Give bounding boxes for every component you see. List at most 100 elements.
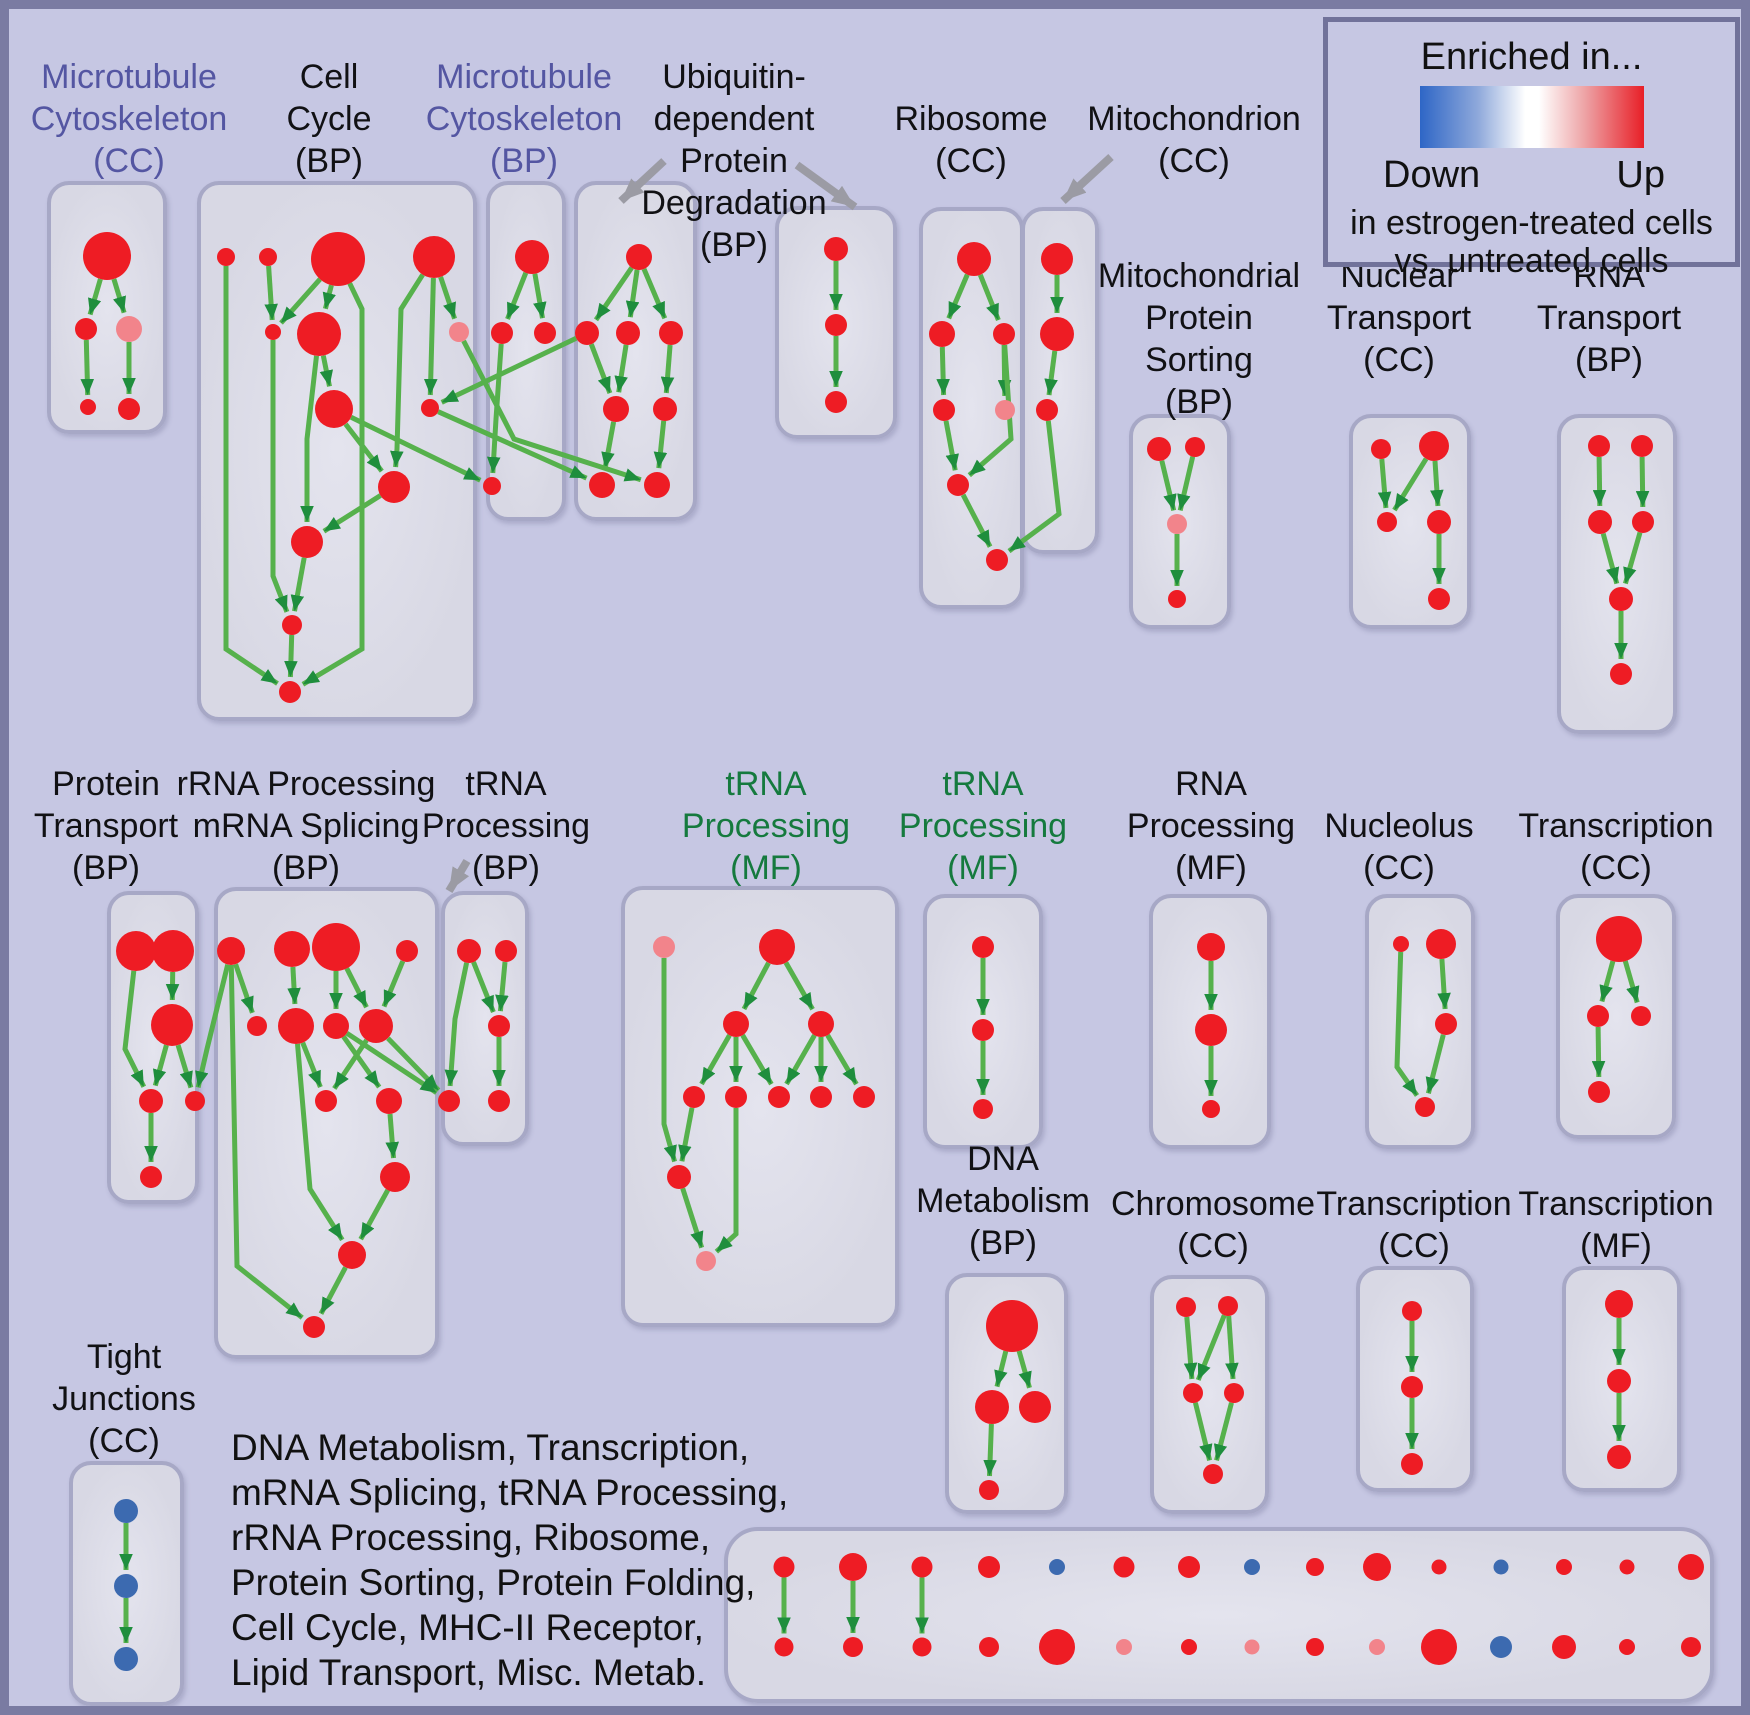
summary-node [1039, 1629, 1075, 1665]
edge-arrow [741, 961, 771, 1011]
group-box-misc-summary [724, 1527, 1714, 1703]
edge-arrow [680, 1187, 705, 1249]
edge-arrow [437, 409, 588, 481]
edge-arrow [593, 266, 634, 322]
go-term-node [616, 321, 640, 345]
group-label-cc: (BP) [295, 142, 363, 180]
edge-arrow [641, 268, 668, 320]
summary-node [1244, 1639, 1260, 1655]
group-label-tb: (BP) [472, 849, 540, 887]
go-term-node [1371, 439, 1391, 459]
group-label-mps: (BP) [1165, 383, 1233, 421]
group-label-tj: Tight [86, 1338, 162, 1376]
go-term-node [1168, 590, 1186, 608]
go-term-node [1167, 514, 1187, 534]
go-term-node [151, 1004, 193, 1046]
edge-arrow [532, 273, 547, 319]
group-label-rnat: Transport [1536, 299, 1682, 337]
go-term-node [488, 1090, 510, 1112]
go-term-node [217, 248, 235, 266]
go-term-node [259, 248, 277, 266]
group-label-chrom: (CC) [1177, 1227, 1249, 1265]
edge-arrow [358, 1188, 390, 1241]
summary-node [1421, 1629, 1457, 1665]
go-term-node [626, 244, 652, 270]
go-term-node [140, 1166, 162, 1188]
go-term-node [1419, 431, 1449, 461]
go-term-node [725, 1086, 747, 1108]
go-term-node [1631, 435, 1653, 457]
edge-arrow [223, 266, 279, 686]
edge-arrow [350, 415, 482, 483]
edge-arrow [660, 344, 675, 394]
edge-arrow [300, 1041, 323, 1089]
edge-arrow [678, 1107, 695, 1162]
edge-arrow [322, 284, 336, 310]
footnote-line: mRNA Splicing, tRNA Processing, [231, 1472, 789, 1513]
go-term-node [1377, 512, 1397, 532]
edge-arrow [444, 962, 470, 1087]
group-label-pt: Protein [52, 765, 160, 803]
group-label-tc1: (CC) [1580, 849, 1652, 887]
edge-arrow [653, 420, 668, 469]
group-label-mc_cc: (CC) [93, 142, 165, 180]
edge-arrow [322, 493, 382, 534]
summary-node [1556, 1559, 1572, 1575]
group-label-rrna: (BP) [272, 849, 340, 887]
group-label-nucl: Nucleolus [1324, 807, 1474, 845]
go-term-node [975, 1390, 1009, 1424]
edge-arrow [983, 1423, 997, 1477]
go-term-node [291, 526, 323, 558]
go-term-node [1426, 929, 1456, 959]
summary-node [839, 1553, 867, 1581]
summary-node [1369, 1639, 1385, 1655]
go-term-node [1631, 1006, 1651, 1026]
go-term-node [139, 1089, 163, 1113]
go-term-node [247, 1016, 267, 1036]
group-label-rnap: Processing [1126, 807, 1296, 845]
legend-title: Enriched in... [1420, 36, 1643, 78]
go-term-node [396, 940, 418, 962]
summary-node [1244, 1559, 1260, 1575]
label-pointer-arrow-icon [445, 858, 471, 894]
edge-arrow [87, 278, 103, 316]
group-label-nucl: (CC) [1363, 849, 1435, 887]
go-term-node [1605, 1290, 1633, 1318]
edge-arrow [625, 269, 640, 318]
group-box-tmf1 [621, 886, 899, 1327]
edge-arrow [1044, 350, 1058, 396]
go-term-node [1588, 1081, 1610, 1103]
edge-arrow [1437, 958, 1451, 1010]
go-term-node [1040, 317, 1074, 351]
legend-up-label: Up [1616, 154, 1665, 196]
edge-arrow [1430, 460, 1444, 507]
edge-arrow [1192, 1402, 1213, 1461]
go-term-node [1176, 1297, 1196, 1317]
legend-gradient-bar [1420, 86, 1644, 148]
group-box-mc_cc [47, 181, 167, 434]
go-term-node [1610, 663, 1632, 685]
summary-node [1619, 1559, 1635, 1575]
go-term-node [1607, 1369, 1631, 1393]
label-pointer-arrow-icon [794, 161, 858, 211]
group-label-rrna: rRNA Processing [176, 765, 436, 803]
edge-arrow [967, 344, 1014, 478]
go-term-node [1401, 1453, 1423, 1475]
go-term-node [810, 1086, 832, 1108]
edge-arrow [1007, 420, 1062, 554]
summary-node [1306, 1558, 1324, 1576]
summary-node [1431, 1559, 1447, 1575]
edge-arrow [588, 343, 613, 394]
go-term-node [1224, 1383, 1244, 1403]
edge-arrow [461, 339, 642, 483]
go-term-node [1632, 511, 1654, 533]
edge-arrow [300, 355, 319, 522]
footnote-line: rRNA Processing, Ribosome, [231, 1517, 711, 1558]
edge-arrow [1622, 960, 1640, 1004]
edge-arrow [152, 1044, 169, 1087]
group-label-rnat: (BP) [1575, 341, 1643, 379]
go-term-node [279, 681, 301, 703]
go-term-node [768, 1086, 790, 1108]
edge-arrow [122, 970, 147, 1088]
edge-arrow [390, 273, 425, 468]
